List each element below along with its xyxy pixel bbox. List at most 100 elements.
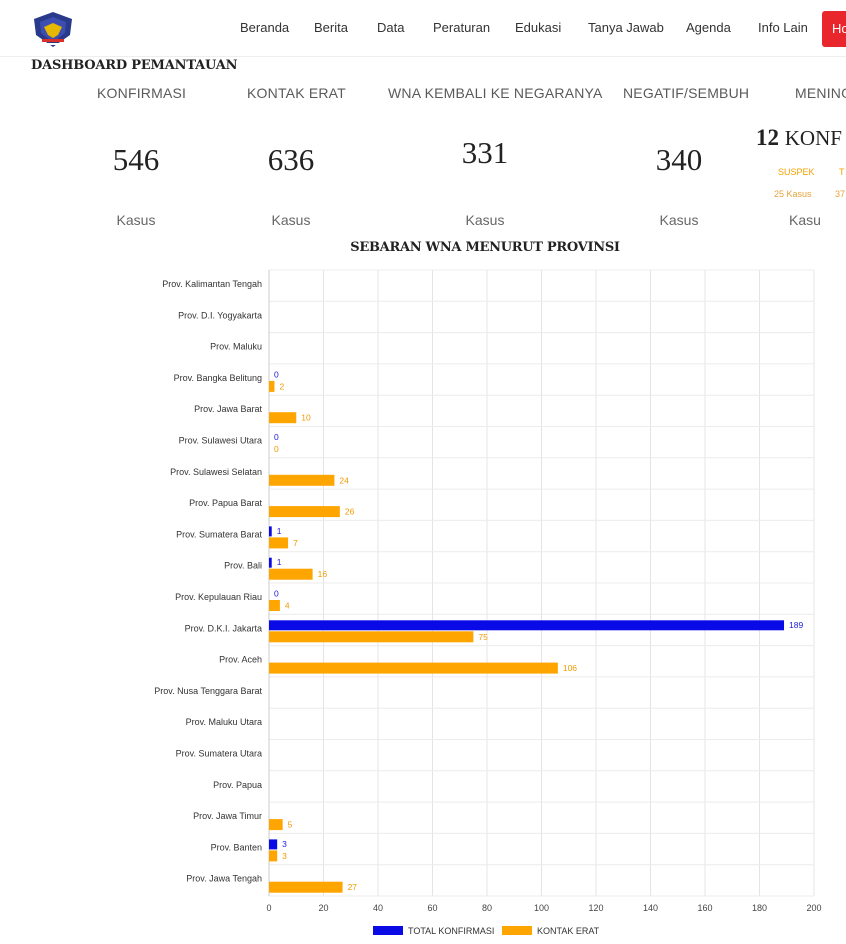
legend-swatch-kontak-erat bbox=[502, 926, 532, 935]
nav-item-info-lain[interactable]: Info Lain bbox=[758, 20, 808, 35]
stat-label-kontak-erat: KONTAK ERAT bbox=[247, 85, 346, 101]
garuda-logo-icon[interactable] bbox=[30, 9, 76, 51]
stat-label-wna-kembali: WNA KEMBALI KE NEGARANYA bbox=[388, 85, 603, 101]
stat-unit-meninggal: Kasu bbox=[789, 212, 821, 228]
sub-stat-second-label: T bbox=[839, 167, 845, 177]
category-label: Prov. Bali bbox=[224, 561, 262, 571]
sub-stat-suspek-label: SUSPEK bbox=[778, 167, 815, 177]
category-label: Prov. Kepulauan Riau bbox=[175, 592, 262, 602]
bar-kontak-erat bbox=[269, 474, 335, 486]
category-label: Prov. Papua bbox=[213, 780, 262, 790]
category-label: Prov. Sumatera Barat bbox=[176, 529, 262, 539]
data-label-kontak-erat: 3 bbox=[282, 851, 287, 861]
category-label: Prov. Nusa Tenggara Barat bbox=[154, 686, 262, 696]
x-tick-label: 40 bbox=[373, 903, 383, 913]
bar-kontak-erat bbox=[269, 537, 289, 549]
bar-total-konfirmasi bbox=[269, 526, 272, 537]
data-label-total-konfirmasi: 0 bbox=[274, 369, 279, 379]
bar-kontak-erat bbox=[269, 662, 558, 674]
x-tick-label: 60 bbox=[427, 903, 437, 913]
category-label: Prov. Jawa Barat bbox=[194, 404, 262, 414]
data-label-kontak-erat: 75 bbox=[478, 632, 488, 642]
sub-stat-suspek-value: 25 Kasus bbox=[774, 189, 812, 199]
category-label: Prov. Sulawesi Selatan bbox=[170, 467, 262, 477]
stat-label-konfirmasi: KONFIRMASI bbox=[97, 85, 187, 101]
data-label-kontak-erat: 26 bbox=[345, 507, 355, 517]
sub-stat-word: KONF bbox=[784, 126, 842, 150]
nav-item-tanya-jawab[interactable]: Tanya Jawab bbox=[588, 20, 664, 35]
dashboard-title: DASHBOARD PEMANTAUAN bbox=[31, 58, 238, 73]
sub-stat-second-value: 37 bbox=[835, 189, 846, 199]
x-tick-label: 20 bbox=[318, 903, 328, 913]
data-label-kontak-erat: 10 bbox=[301, 413, 311, 423]
legend-label-kontak-erat: KONTAK ERAT bbox=[537, 926, 600, 936]
stat-unit-negatif-sembuh: Kasus bbox=[659, 212, 699, 228]
nav-item-berita[interactable]: Berita bbox=[314, 20, 348, 35]
nav-item-beranda[interactable]: Beranda bbox=[240, 20, 290, 35]
bar-total-konfirmasi bbox=[269, 839, 278, 850]
category-label: Prov. Banten bbox=[211, 842, 262, 852]
category-label: Prov. Sulawesi Utara bbox=[179, 436, 262, 446]
stat-value-wna-kembali: 331 bbox=[461, 135, 509, 170]
x-tick-label: 120 bbox=[588, 903, 603, 913]
x-tick-label: 80 bbox=[482, 903, 492, 913]
stat-value-negatif-sembuh: 340 bbox=[655, 142, 703, 177]
bar-kontak-erat bbox=[269, 568, 313, 580]
x-tick-label: 180 bbox=[752, 903, 767, 913]
bar-kontak-erat bbox=[269, 850, 278, 862]
bar-total-konfirmasi bbox=[269, 620, 785, 631]
nav-item-agenda[interactable]: Agenda bbox=[686, 20, 731, 35]
bar-kontak-erat bbox=[269, 380, 275, 392]
bar-kontak-erat bbox=[269, 881, 343, 893]
sub-stat-number: 12 bbox=[756, 125, 779, 150]
data-label-total-konfirmasi: 189 bbox=[789, 620, 803, 630]
data-label-kontak-erat: 5 bbox=[288, 820, 293, 830]
nav-item-peraturan[interactable]: Peraturan bbox=[433, 20, 491, 35]
stat-unit-konfirmasi: Kasus bbox=[116, 212, 156, 228]
data-label-kontak-erat: 7 bbox=[293, 538, 298, 548]
category-label: Prov. Jawa Timur bbox=[193, 811, 262, 821]
data-label-total-konfirmasi: 1 bbox=[277, 557, 282, 567]
x-tick-label: 160 bbox=[697, 903, 712, 913]
hotline-button[interactable]: Ho bbox=[822, 11, 846, 47]
data-label-total-konfirmasi: 0 bbox=[274, 432, 279, 442]
bar-kontak-erat bbox=[269, 412, 297, 424]
data-label-total-konfirmasi: 1 bbox=[277, 526, 282, 536]
category-label: Prov. Bangka Belitung bbox=[174, 373, 262, 383]
legend-swatch-total-konfirmasi bbox=[373, 926, 403, 935]
category-label: Prov. Kalimantan Tengah bbox=[162, 279, 262, 289]
top-navbar: Beranda Berita Data Peraturan Edukasi Ta… bbox=[0, 0, 846, 57]
stat-unit-kontak-erat: Kasus bbox=[271, 212, 311, 228]
bar-kontak-erat bbox=[269, 600, 280, 611]
category-label: Prov. D.I. Yogyakarta bbox=[178, 310, 262, 320]
data-label-kontak-erat: 2 bbox=[279, 381, 284, 391]
stat-label-negatif-sembuh: NEGATIF/SEMBUH bbox=[623, 85, 750, 101]
sub-stat-count: 12 KONF bbox=[756, 125, 842, 151]
data-label-kontak-erat: 106 bbox=[563, 663, 577, 673]
category-label: Prov. Jawa Tengah bbox=[186, 874, 262, 884]
x-tick-label: 140 bbox=[643, 903, 658, 913]
data-label-kontak-erat: 16 bbox=[318, 569, 328, 579]
nav-item-edukasi[interactable]: Edukasi bbox=[515, 20, 562, 35]
category-label: Prov. Maluku Utara bbox=[186, 717, 262, 727]
data-label-kontak-erat: 27 bbox=[348, 882, 358, 892]
bar-kontak-erat bbox=[269, 631, 474, 643]
data-label-kontak-erat: 24 bbox=[339, 475, 349, 485]
data-label-total-konfirmasi: 0 bbox=[274, 589, 279, 599]
bar-total-konfirmasi bbox=[269, 557, 272, 568]
data-label-kontak-erat: 4 bbox=[285, 601, 290, 611]
chart-title: SEBARAN WNA MENURUT PROVINSI bbox=[350, 240, 620, 255]
data-label-kontak-erat: 0 bbox=[274, 444, 279, 454]
bar-kontak-erat bbox=[269, 506, 340, 518]
legend-label-total-konfirmasi: TOTAL KONFIRMASI bbox=[408, 926, 494, 936]
nav-item-data[interactable]: Data bbox=[377, 20, 405, 35]
category-label: Prov. Papua Barat bbox=[189, 498, 262, 508]
stat-value-kontak-erat: 636 bbox=[267, 142, 315, 177]
data-label-total-konfirmasi: 3 bbox=[282, 839, 287, 849]
category-label: Prov. Aceh bbox=[219, 655, 262, 665]
x-tick-label: 0 bbox=[266, 903, 271, 913]
bar-kontak-erat bbox=[269, 819, 283, 831]
x-tick-label: 200 bbox=[806, 903, 821, 913]
category-label: Prov. D.K.I. Jakarta bbox=[185, 623, 262, 633]
